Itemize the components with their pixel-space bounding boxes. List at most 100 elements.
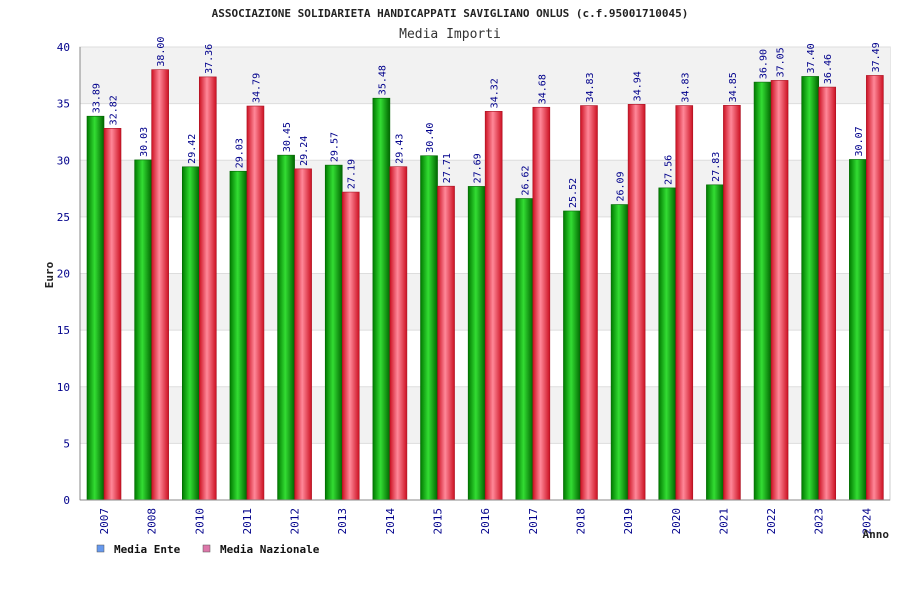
bar-media-ente-2023 xyxy=(801,76,820,501)
data-labels: 33.89 32.82 30.03 38.00 29.42 37.36 29.03 34.79… xyxy=(92,37,882,208)
data-label-media-ente-2012: 30.45 xyxy=(282,122,293,152)
data-label-media-nazionale-2018: 34.83 xyxy=(585,72,596,102)
x-tick-label-2024: 2024 xyxy=(860,508,873,535)
x-tick-label-2017: 2017 xyxy=(527,508,540,535)
x-tick-label-2014: 2014 xyxy=(384,508,397,535)
bar-media-nazionale-2020 xyxy=(675,105,694,501)
bar-media-ente-2017 xyxy=(515,198,534,501)
bar-media-ente-2011 xyxy=(229,170,248,501)
bar-media-ente-2015 xyxy=(420,155,438,501)
bar-media-ente-2016 xyxy=(467,186,486,501)
legend: Media Ente Media Nazionale xyxy=(96,543,320,556)
x-tick-label-2010: 2010 xyxy=(193,508,206,535)
data-label-media-ente-2019: 26.09 xyxy=(616,171,627,201)
bar-media-nazionale-2018 xyxy=(580,105,598,501)
bar-media-ente-2019 xyxy=(610,204,629,501)
data-label-media-nazionale-2023: 36.46 xyxy=(823,54,834,84)
data-label-media-nazionale-2020: 34.83 xyxy=(680,72,691,102)
data-label-media-ente-2007: 33.89 xyxy=(92,83,103,113)
bar-media-nazionale-2013 xyxy=(341,191,360,501)
data-label-media-ente-2013: 29.57 xyxy=(330,132,341,162)
data-label-media-nazionale-2022: 37.05 xyxy=(776,47,787,77)
bar-media-nazionale-2010 xyxy=(198,76,217,501)
data-label-media-nazionale-2015: 27.71 xyxy=(442,153,453,183)
x-tick-label-2008: 2008 xyxy=(146,508,159,535)
bar-media-ente-2021 xyxy=(706,184,724,501)
data-label-media-ente-2010: 29.42 xyxy=(187,134,198,164)
bar-media-ente-2014 xyxy=(372,97,391,501)
y-tick-label: 5 xyxy=(63,437,70,450)
x-tick-label-2022: 2022 xyxy=(765,508,778,535)
x-tick-label-2016: 2016 xyxy=(479,508,492,534)
y-axis-title: Euro xyxy=(43,261,56,288)
data-label-media-ente-2014: 35.48 xyxy=(377,65,388,95)
x-tick-label-2011: 2011 xyxy=(241,508,254,535)
legend-swatch-media-ente xyxy=(96,544,105,553)
chart-subtitle: Media Importi xyxy=(399,27,501,42)
x-tick-label-2018: 2018 xyxy=(574,508,587,535)
data-label-media-ente-2023: 37.40 xyxy=(806,43,817,73)
bar-media-nazionale-2017 xyxy=(532,106,551,501)
data-label-media-nazionale-2016: 34.32 xyxy=(490,78,501,108)
bar-media-nazionale-2014 xyxy=(389,166,408,501)
bar-media-nazionale-2019 xyxy=(627,104,646,501)
bar-media-nazionale-2016 xyxy=(484,111,503,501)
bar-media-ente-2024 xyxy=(849,159,867,501)
data-label-media-nazionale-2007: 32.82 xyxy=(109,95,120,125)
y-tick-label: 30 xyxy=(57,154,70,167)
x-axis-title: Anno xyxy=(863,528,890,541)
data-label-media-ente-2021: 27.83 xyxy=(711,152,722,182)
bars xyxy=(86,69,884,501)
y-tick-label: 40 xyxy=(57,41,70,54)
y-tick-label: 25 xyxy=(57,211,70,224)
x-tick-label-2012: 2012 xyxy=(289,508,302,535)
y-tick-label: 35 xyxy=(57,98,70,111)
x-tick-label-2007: 2007 xyxy=(98,508,111,535)
bar-media-nazionale-2023 xyxy=(818,86,837,501)
y-tick-label: 10 xyxy=(57,381,70,394)
x-tick-label-2015: 2015 xyxy=(432,508,445,535)
bar-media-nazionale-2022 xyxy=(770,80,789,501)
legend-swatch-media-nazionale xyxy=(202,544,211,553)
bar-media-ente-2012 xyxy=(277,154,295,501)
legend-label-media-ente: Media Ente xyxy=(114,543,181,556)
bar-media-ente-2018 xyxy=(563,210,581,501)
data-label-media-nazionale-2013: 27.19 xyxy=(347,159,358,189)
y-tick-label: 15 xyxy=(57,324,70,337)
x-tick-label-2023: 2023 xyxy=(813,508,826,535)
data-label-media-nazionale-2024: 37.49 xyxy=(871,42,882,72)
x-tick-label-2019: 2019 xyxy=(622,508,635,535)
x-tick-label-2020: 2020 xyxy=(670,508,683,535)
bar-media-nazionale-2012 xyxy=(294,168,312,501)
data-label-media-ente-2022: 36.90 xyxy=(759,49,770,79)
data-label-media-ente-2020: 27.56 xyxy=(663,155,674,185)
x-axis-ticks: 2007 2008 2010 2011 2012 2013 2014 2015 2016 2017… xyxy=(98,508,873,535)
x-tick-label-2021: 2021 xyxy=(717,508,730,535)
data-label-media-ente-2015: 30.40 xyxy=(425,123,436,153)
bar-media-ente-2008 xyxy=(134,159,152,501)
chart-title: ASSOCIAZIONE SOLIDARIETA HANDICAPPATI SA… xyxy=(212,7,689,20)
data-label-media-nazionale-2012: 29.24 xyxy=(299,136,310,166)
data-label-media-nazionale-2011: 34.79 xyxy=(251,73,262,103)
data-label-media-ente-2016: 27.69 xyxy=(473,153,484,183)
x-tick-label-2013: 2013 xyxy=(336,508,349,535)
data-label-media-ente-2018: 25.52 xyxy=(568,178,579,208)
bar-media-ente-2007 xyxy=(86,115,105,501)
data-label-media-nazionale-2021: 34.85 xyxy=(728,72,739,102)
bar-media-ente-2020 xyxy=(658,187,677,501)
data-label-media-ente-2017: 26.62 xyxy=(520,165,531,195)
legend-label-media-nazionale: Media Nazionale xyxy=(220,543,320,556)
y-tick-label: 20 xyxy=(57,268,70,281)
data-label-media-ente-2011: 29.03 xyxy=(234,138,245,168)
data-label-media-nazionale-2014: 29.43 xyxy=(394,134,405,164)
bar-media-ente-2010 xyxy=(181,166,200,501)
y-axis-ticks: 0 5 10 15 20 25 30 35 40 xyxy=(57,41,70,507)
bar-media-ente-2022 xyxy=(753,81,772,501)
bar-media-nazionale-2008 xyxy=(151,69,169,501)
bar-media-nazionale-2015 xyxy=(437,185,455,501)
data-label-media-nazionale-2010: 37.36 xyxy=(204,44,215,74)
bar-media-ente-2013 xyxy=(324,164,343,501)
data-label-media-ente-2024: 30.07 xyxy=(854,126,865,156)
data-label-media-nazionale-2017: 34.68 xyxy=(537,74,548,104)
bar-media-nazionale-2007 xyxy=(103,128,122,501)
